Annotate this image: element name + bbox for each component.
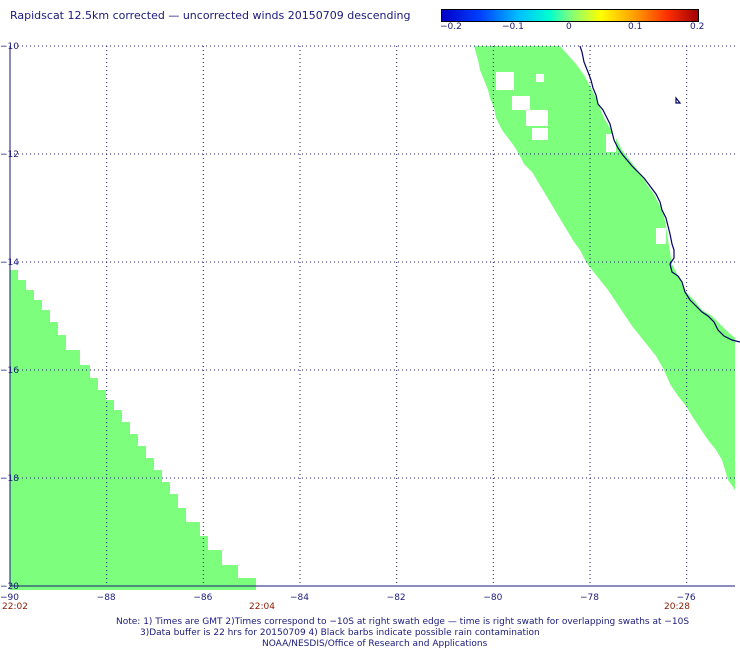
time-right: 20:28 (664, 602, 690, 612)
lon-tick-label: −76 (677, 593, 696, 603)
lon-tick-label: −80 (483, 593, 502, 603)
lat-tick-label: −12 (0, 150, 19, 160)
lat-tick-label: −16 (0, 366, 19, 376)
lat-tick-label: −14 (0, 258, 19, 268)
lon-tick-label: −84 (290, 593, 309, 603)
colorbar (441, 9, 699, 22)
lon-tick-label: −88 (97, 593, 116, 603)
right-swath (474, 46, 735, 490)
note-line-2: 3)Data buffer is 22 hrs for 20150709 4) … (140, 628, 540, 638)
swath-left-area (10, 270, 256, 590)
coastline (579, 45, 740, 343)
swath-right-area (474, 46, 735, 490)
lon-tick-label: −82 (387, 593, 406, 603)
chart-title: Rapidscat 12.5km corrected — uncorrected… (10, 9, 411, 22)
colorbar-label-max: 0.2 (690, 22, 705, 32)
colorbar-label-pos: 0.1 (628, 22, 643, 32)
swath-gap-1 (496, 72, 514, 90)
lat-tick-label: −10 (0, 42, 19, 52)
swath-gap-5 (606, 134, 616, 152)
swath-gap-6 (656, 228, 666, 244)
colorbar-label-min: −0.2 (440, 22, 462, 32)
note-line-3: NOAA/NESDIS/Office of Research and Appli… (262, 639, 488, 649)
swath-gap-2 (512, 96, 530, 110)
island (675, 96, 682, 104)
swath-gap-4 (532, 128, 548, 140)
lat-tick-label: −20 (0, 582, 19, 592)
swath-gap-7 (536, 74, 544, 82)
lat-tick-label: −18 (0, 474, 19, 484)
lat-lon-grid (9, 45, 735, 587)
time-left-end: 22:04 (249, 602, 275, 612)
colorbar-label-zero: 0 (566, 22, 572, 32)
swath-gap-3 (526, 110, 548, 126)
left-swath (10, 270, 256, 590)
lon-tick-label: −86 (193, 593, 212, 603)
lon-tick-label: −78 (580, 593, 599, 603)
colorbar-label-neg: −0.1 (502, 22, 524, 32)
time-left-start: 22:02 (2, 602, 28, 612)
axis-ticks: −10 −12 −14 −16 −18 −20−90 −88 −86 −84 −82 −80 −78 −… (0, 42, 696, 612)
note-line-1: Note: 1) Times are GMT 2)Times correspon… (116, 617, 690, 627)
lon-tick-label: −90 (0, 593, 19, 603)
